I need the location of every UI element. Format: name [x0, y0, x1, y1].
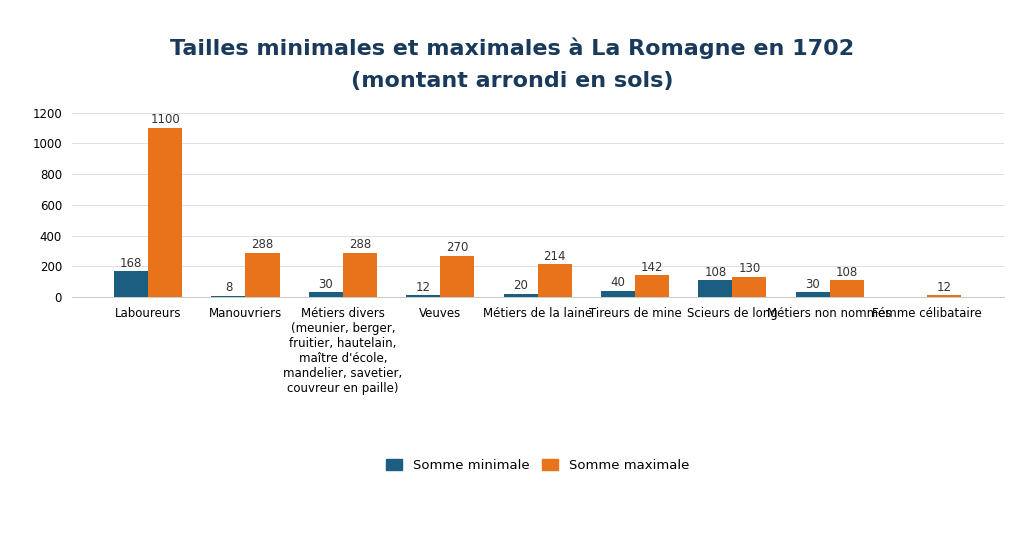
Bar: [309, 292, 343, 297]
Text: 168: 168: [120, 256, 142, 269]
Text: 288: 288: [349, 238, 371, 251]
Bar: [635, 275, 669, 297]
Bar: [601, 291, 635, 297]
Bar: [211, 296, 246, 297]
Bar: [343, 253, 377, 297]
Text: 214: 214: [544, 249, 566, 262]
Legend: Somme minimale, Somme maximale: Somme minimale, Somme maximale: [381, 454, 694, 477]
Bar: [796, 292, 829, 297]
Bar: [407, 295, 440, 297]
Bar: [927, 295, 962, 297]
Text: 12: 12: [937, 281, 951, 294]
Text: 12: 12: [416, 281, 431, 294]
Text: 288: 288: [252, 238, 273, 251]
Text: 40: 40: [610, 276, 626, 289]
Bar: [829, 280, 864, 297]
Text: 20: 20: [513, 279, 528, 292]
Bar: [246, 253, 280, 297]
Bar: [148, 128, 182, 297]
Bar: [538, 264, 571, 297]
Text: 30: 30: [318, 278, 333, 291]
Bar: [698, 280, 732, 297]
Text: 142: 142: [641, 261, 664, 274]
Text: 1100: 1100: [151, 113, 180, 126]
Text: 108: 108: [836, 266, 858, 279]
Text: Tailles minimales et maximales à La Romagne en 1702: Tailles minimales et maximales à La Roma…: [170, 38, 854, 59]
Bar: [440, 255, 474, 297]
Text: 30: 30: [805, 278, 820, 291]
Text: 270: 270: [446, 241, 468, 254]
Text: 130: 130: [738, 262, 761, 275]
Bar: [114, 271, 148, 297]
Text: 108: 108: [705, 266, 726, 279]
Text: (montant arrondi en sols): (montant arrondi en sols): [351, 71, 673, 91]
Bar: [732, 277, 766, 297]
Bar: [504, 294, 538, 297]
Text: 8: 8: [224, 281, 232, 294]
